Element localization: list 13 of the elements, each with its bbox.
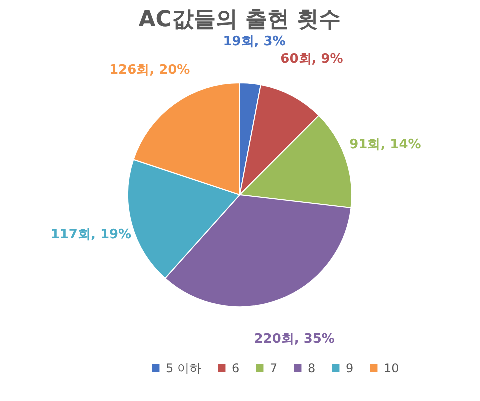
data-label: 220회, 35% (254, 332, 335, 348)
legend-label: 10 (384, 361, 400, 376)
data-label: 91회, 14% (350, 137, 422, 152)
legend-label: 6 (232, 361, 240, 376)
data-label: 19회, 3% (223, 34, 286, 50)
legend-label: 7 (270, 361, 278, 376)
legend-label: 8 (308, 361, 316, 376)
legend-label: 9 (346, 361, 354, 376)
data-label: 117회, 19% (50, 228, 132, 243)
chart-title: AC값들의 출현 횟수 (138, 8, 342, 33)
data-label: 60회, 9% (280, 52, 344, 67)
legend-label: 5 이하 (166, 361, 202, 376)
data-label: 126회, 20% (109, 63, 190, 78)
